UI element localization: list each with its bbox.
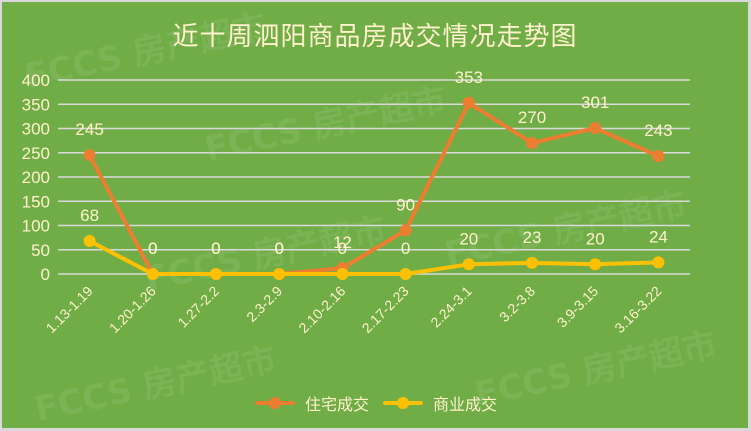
x-axis-tick-label: 2.24-3.1 <box>427 283 475 331</box>
data-point-marker[interactable] <box>526 137 538 150</box>
data-label: 0 <box>211 239 220 258</box>
data-point-marker[interactable] <box>146 268 159 280</box>
y-axis-tick-label: 250 <box>22 144 50 163</box>
data-label: 270 <box>518 108 546 127</box>
y-axis-tick-label: 50 <box>31 241 50 260</box>
data-label: 68 <box>80 206 99 225</box>
series-line-1 <box>88 239 659 276</box>
data-label: 0 <box>401 239 410 258</box>
data-label: 301 <box>581 93 609 112</box>
data-label: 12 <box>333 233 352 252</box>
x-axis-tick-label: 1.27-2.2 <box>174 283 222 331</box>
legend-item-commercial[interactable]: 商业成交 <box>381 391 497 415</box>
y-axis-tick-label: 200 <box>22 168 50 187</box>
legend-line-marker-icon <box>253 396 297 410</box>
legend-label: 住宅成交 <box>304 395 369 414</box>
x-axis-tick-label: 2.10-2.16 <box>295 283 348 336</box>
legend-line-marker-icon <box>381 396 425 410</box>
data-point-marker[interactable] <box>652 150 665 163</box>
data-label: 24 <box>649 227 668 246</box>
y-axis-tick-label: 350 <box>22 95 50 114</box>
chart-legend: 住宅成交 商业成交 <box>2 391 748 415</box>
data-point-marker[interactable] <box>83 235 96 248</box>
chart-title: 近十周泗阳商品房成交情况走势图 <box>172 22 578 52</box>
legend-label: 商业成交 <box>433 395 498 414</box>
x-axis-tick-label: 1.13-1.19 <box>43 283 96 336</box>
x-axis-tick-label: 3.16-3.22 <box>611 283 664 336</box>
data-point-marker[interactable] <box>399 224 412 237</box>
y-axis-tick-label: 150 <box>22 192 50 211</box>
data-label: 0 <box>148 239 157 258</box>
data-label: 245 <box>75 120 103 139</box>
y-axis-tick-label: 0 <box>41 265 50 284</box>
data-point-marker[interactable] <box>526 256 538 269</box>
data-point-marker[interactable] <box>336 268 349 280</box>
data-point-marker[interactable] <box>462 96 475 109</box>
y-axis-tick-label: 100 <box>22 217 50 236</box>
data-label: 243 <box>644 121 672 140</box>
data-point-marker[interactable] <box>462 258 475 271</box>
data-label: 0 <box>274 239 283 258</box>
data-point-marker[interactable] <box>399 268 412 280</box>
data-label: 20 <box>459 229 478 248</box>
data-label: 0 <box>211 239 220 258</box>
y-axis-tick-label: 400 <box>22 71 50 90</box>
data-point-marker[interactable] <box>210 268 222 280</box>
data-point-marker[interactable] <box>589 258 602 271</box>
data-label: 23 <box>523 228 542 247</box>
data-point-marker[interactable] <box>652 256 665 269</box>
data-point-marker[interactable] <box>83 149 96 162</box>
x-axis-tick-label: 2.3-2.9 <box>243 283 285 325</box>
y-axis-tick-label: 300 <box>22 120 50 139</box>
data-point-marker[interactable] <box>273 268 286 280</box>
data-label: 0 <box>338 239 347 258</box>
x-axis-tick-label: 3.2-3.8 <box>496 283 538 325</box>
data-label: 0 <box>148 239 157 258</box>
x-axis-tick-label: 1.20-1.26 <box>106 283 159 336</box>
data-label: 0 <box>274 239 283 258</box>
x-axis-tick-label: 3.9-3.15 <box>554 283 602 331</box>
legend-item-residential[interactable]: 住宅成交 <box>253 391 369 415</box>
data-label: 90 <box>396 195 415 214</box>
x-axis-tick-label: 2.17-2.23 <box>359 283 412 336</box>
data-label: 353 <box>455 68 483 87</box>
data-point-marker[interactable] <box>589 122 602 135</box>
data-label: 20 <box>586 229 605 248</box>
